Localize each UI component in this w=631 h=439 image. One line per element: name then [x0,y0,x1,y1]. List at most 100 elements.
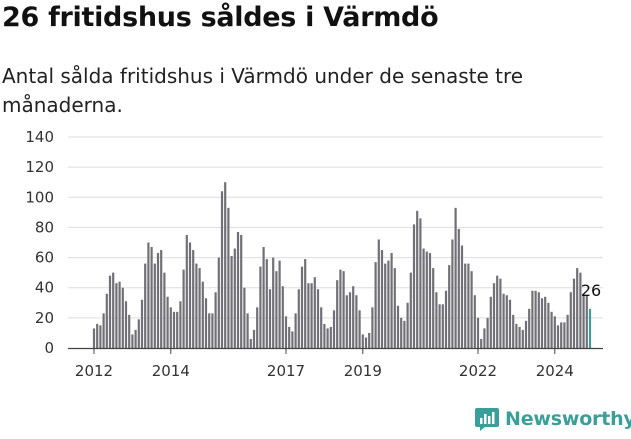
bar [227,207,230,348]
bar [176,311,179,348]
bar [508,299,512,348]
bar [96,323,99,348]
bar [323,323,326,348]
bar [531,290,534,348]
bar [99,325,102,348]
bar [124,301,128,348]
bar [275,271,278,348]
bar [320,307,323,348]
bar [102,313,105,348]
bar [291,331,294,348]
bar [470,271,473,348]
y-tick-label: 100 [25,188,54,206]
bar [563,322,566,348]
bar [332,310,336,348]
bar [243,287,246,348]
bar [316,289,320,348]
bar [572,278,576,348]
bar [198,268,201,348]
bar [521,329,524,348]
bar [422,248,425,348]
bar [524,320,528,348]
bar [528,308,531,348]
bar [553,316,556,348]
bar [358,310,361,348]
bar [512,314,515,348]
bar [105,293,108,348]
bar [438,304,441,348]
bar [444,290,448,348]
bar [566,314,569,348]
bar [204,298,208,348]
bar [486,317,489,348]
bar [435,292,438,348]
bar [137,319,140,348]
bar [121,287,124,348]
bar [505,295,508,348]
bar [134,329,137,348]
x-tick-label: 2014 [152,362,190,380]
bar [288,326,291,348]
bar [409,272,412,348]
bar [163,272,166,348]
bar [307,283,310,348]
bar [569,292,572,348]
bar [400,317,403,348]
bar [371,307,374,348]
x-tick-label: 2024 [536,362,574,380]
y-tick-label: 80 [35,218,54,236]
bar [208,313,211,348]
bar [262,247,265,348]
bar [460,245,464,348]
bar [156,253,160,348]
annotations: 26 [581,281,601,300]
bar [300,266,304,348]
bar [220,191,224,348]
bar [412,224,416,348]
bar-latest [588,308,592,348]
x-axis-tick-labels: 2012 2014 2017 2019 2022 2024 [75,348,574,380]
newsworthy-logo-icon [475,408,499,431]
bar [326,328,329,348]
bar [480,338,483,348]
bar [518,326,521,348]
bar [169,307,172,348]
bar [368,332,371,348]
bar [224,182,227,348]
bar [364,337,368,348]
bar [473,295,476,348]
brand-logo: Newsworthy [474,406,631,432]
bar [313,277,316,348]
bar [329,326,332,348]
bar [115,283,118,348]
bar [297,289,300,348]
page-title: 26 fritidshus såldes i Värmdö [2,2,439,33]
bar [377,239,380,348]
bar [304,259,307,348]
bar [240,234,243,348]
bar [352,286,355,348]
bar [534,290,537,348]
bar [211,313,214,348]
bar-series [92,182,592,348]
bar [310,283,313,348]
y-tick-label: 140 [25,128,54,146]
x-tick-label: 2017 [267,362,305,380]
bar [236,231,240,348]
bar [256,307,259,348]
bar [361,334,364,348]
bar [396,305,400,348]
bar [182,269,185,348]
bar [128,314,131,348]
bar [150,247,153,348]
bar [278,260,281,348]
bar [252,329,256,348]
bar [345,295,348,348]
bar [483,328,486,348]
bar [108,275,112,348]
bar [233,248,236,348]
bar [259,266,262,348]
bar [265,259,268,348]
bar [281,286,284,348]
bar [390,253,393,348]
